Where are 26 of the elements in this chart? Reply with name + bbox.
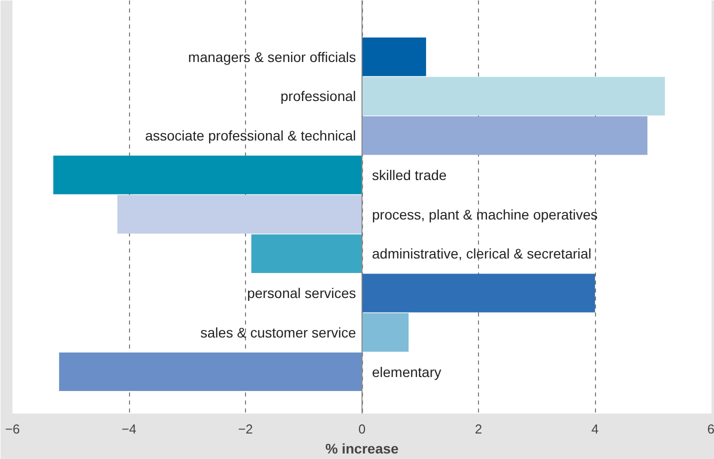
bar [362, 38, 426, 76]
bar [251, 234, 362, 273]
x-tick-label: −2 [238, 422, 253, 436]
bar [362, 116, 648, 155]
x-tick-label: 2 [474, 422, 482, 436]
bar [53, 156, 362, 194]
x-tick-label: 4 [591, 422, 599, 436]
x-tick-label: 0 [358, 422, 366, 436]
y-tick-label: professional [280, 88, 356, 104]
y-tick-label: personal services [247, 285, 356, 302]
x-tick-label: −4 [122, 422, 136, 436]
x-tick-label: 6 [707, 422, 714, 436]
bar [362, 274, 595, 312]
y-tick-label: process, plant & machine operatives [372, 206, 598, 222]
x-tick-label: −6 [5, 422, 20, 436]
y-tick-label: associate professional & technical [145, 128, 356, 144]
y-tick-label: elementary [372, 364, 442, 380]
bar [362, 76, 665, 116]
bar [117, 194, 362, 234]
y-tick-label: sales & customer service [200, 324, 356, 340]
y-tick-label: skilled trade [372, 166, 447, 183]
bar [362, 313, 409, 352]
y-tick-label: managers & senior officials [188, 48, 356, 65]
y-tick-label: administrative, clerical & secretarial [372, 246, 592, 262]
bar [59, 352, 362, 392]
x-axis-title: % increase [325, 440, 399, 456]
